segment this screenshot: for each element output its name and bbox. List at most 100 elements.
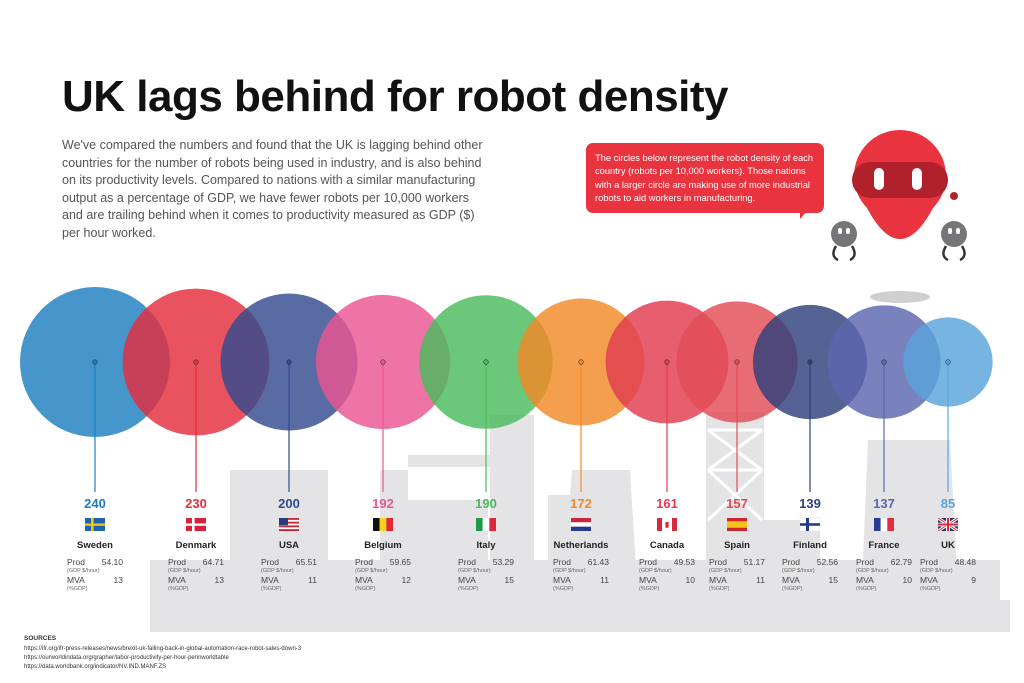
center-dot — [92, 359, 98, 365]
center-dot — [380, 359, 386, 365]
source-link[interactable]: https://data.worldbank.org/indicator/NV.… — [24, 664, 167, 670]
density-value: 157 — [726, 496, 748, 511]
prod-unit: (GDP $/hour) — [782, 568, 815, 574]
robot-left-hand — [831, 221, 857, 247]
netherlands-flag-icon — [571, 518, 591, 531]
center-dot — [483, 359, 489, 365]
prod-unit: (GDP $/hour) — [355, 568, 388, 574]
prod-label: Prod — [639, 557, 657, 567]
mva-label: MVA — [920, 575, 938, 585]
prod-value: 49.53 — [674, 557, 696, 567]
country-name: Belgium — [364, 540, 401, 551]
mva-label: MVA — [458, 575, 476, 585]
density-value: 172 — [570, 496, 592, 511]
prod-unit: (GDP $/hour) — [856, 568, 889, 574]
sweden-flag-icon — [85, 518, 105, 531]
mva-label: MVA — [261, 575, 279, 585]
center-dot — [881, 359, 887, 365]
robot-right-hand — [941, 221, 967, 247]
callout-text: The circles below represent the robot de… — [595, 153, 814, 204]
prod-label: Prod — [67, 557, 85, 567]
mva-label: MVA — [67, 575, 85, 585]
density-value: 85 — [941, 496, 955, 511]
center-dot — [193, 359, 199, 365]
mva-label: MVA — [782, 575, 800, 585]
country-name: France — [868, 540, 899, 551]
density-value: 161 — [656, 496, 678, 511]
mva-unit: (%GDP) — [639, 586, 660, 592]
prod-unit: (GDP $/hour) — [261, 568, 294, 574]
mva-label: MVA — [168, 575, 186, 585]
mva-value: 15 — [829, 575, 839, 585]
source-link[interactable]: https://ifr.org/ifr-press-releases/news/… — [24, 646, 302, 652]
prod-value: 54.10 — [102, 557, 124, 567]
prod-unit: (GDP $/hour) — [639, 568, 672, 574]
page-title: UK lags behind for robot density — [62, 72, 729, 121]
mva-value: 11 — [308, 575, 317, 585]
stems-layer — [92, 359, 951, 492]
finland-flag-icon — [799, 517, 821, 532]
mva-value: 11 — [600, 575, 609, 585]
prod-value: 62.79 — [891, 557, 913, 567]
mva-unit: (%GDP) — [458, 586, 479, 592]
usa-flag-icon — [279, 518, 299, 531]
prod-unit: (GDP $/hour) — [553, 568, 586, 574]
sources-heading: SOURCES — [24, 635, 57, 642]
prod-label: Prod — [553, 557, 571, 567]
mva-unit: (%GDP) — [261, 586, 282, 592]
mva-unit: (%GDP) — [920, 586, 941, 592]
prod-value: 53.29 — [493, 557, 515, 567]
mva-label: MVA — [709, 575, 727, 585]
mva-value: 9 — [971, 575, 976, 585]
mva-label: MVA — [553, 575, 571, 585]
denmark-flag-icon — [186, 518, 206, 531]
spain-flag-icon — [727, 518, 747, 531]
country-name: USA — [279, 540, 299, 551]
italy-flag-icon — [476, 518, 496, 531]
density-value: 192 — [372, 496, 394, 511]
density-value: 139 — [799, 496, 821, 511]
sources-block: SOURCES https://ifr.org/ifr-press-releas… — [24, 634, 301, 672]
prod-label: Prod — [355, 557, 373, 567]
mva-value: 10 — [903, 575, 913, 585]
prod-value: 52.56 — [817, 557, 839, 567]
prod-label: Prod — [261, 557, 279, 567]
country-label-group: 161 Canada Prod(GDP $/hour)49.53 MVA(%GDP) 1… — [639, 496, 695, 592]
uk-flag-icon — [937, 516, 959, 533]
prod-label: Prod — [168, 557, 186, 567]
france-flag-icon — [874, 518, 894, 531]
density-value: 190 — [475, 496, 497, 511]
prod-label: Prod — [709, 557, 727, 567]
mva-value: 12 — [402, 575, 412, 585]
mva-unit: (%GDP) — [168, 586, 189, 592]
center-dot — [578, 359, 584, 365]
country-name: Italy — [476, 540, 496, 551]
country-name: Finland — [793, 540, 827, 551]
country-name: UK — [941, 540, 955, 551]
source-link[interactable]: https://ourworldindata.org/grapher/labor… — [24, 655, 229, 661]
robot-eye-right — [912, 168, 922, 190]
circles-layer — [20, 287, 993, 437]
robot-illustration — [831, 130, 967, 303]
prod-label: Prod — [856, 557, 874, 567]
country-label-group: 157 Spain Prod(GDP $/hour)51.17 MVA(%GDP) 11 — [709, 496, 765, 592]
prod-value: 65.51 — [296, 557, 318, 567]
mva-label: MVA — [639, 575, 657, 585]
mva-label: MVA — [856, 575, 874, 585]
center-dot — [807, 359, 813, 365]
density-value: 240 — [84, 496, 106, 511]
prod-value: 48.48 — [955, 557, 977, 567]
canada-flag-icon — [657, 518, 677, 531]
robot-shadow — [870, 291, 930, 303]
center-dot — [734, 359, 740, 365]
mva-value: 13 — [215, 575, 225, 585]
prod-label: Prod — [782, 557, 800, 567]
density-value: 137 — [873, 496, 895, 511]
callout-tail — [800, 208, 810, 219]
country-name: Denmark — [176, 540, 217, 551]
prod-value: 64.71 — [203, 557, 225, 567]
